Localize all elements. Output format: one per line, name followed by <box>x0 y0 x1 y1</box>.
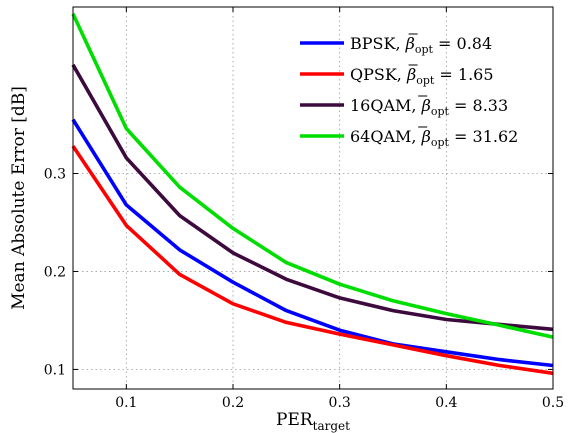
y-tick-label: 0.2 <box>44 264 66 280</box>
x-tick-label: 0.3 <box>329 395 351 411</box>
series-line-16qam <box>71 63 554 332</box>
x-tick-label: 0.4 <box>435 395 457 411</box>
legend-entry-bpsk: BPSK, βopt = 0.84 <box>350 34 492 56</box>
series-line-qpsk <box>71 145 554 376</box>
x-tick-label: 0.2 <box>222 395 244 411</box>
legend-entry-qpsk: QPSK, βopt = 1.65 <box>350 65 494 87</box>
y-axis-label: Mean Absolute Error [dB] <box>9 86 29 310</box>
x-tick-label: 0.1 <box>115 395 137 411</box>
series-layer <box>71 13 554 376</box>
x-axis-label: PERtarget <box>276 410 350 433</box>
y-tick-label: 0.3 <box>44 167 66 183</box>
y-tick-label: 0.1 <box>44 362 66 378</box>
x-tick-label: 0.5 <box>542 395 564 411</box>
tick-layer: 0.1 0.2 0.3 0.4 0.5 0.1 0.2 0.3 <box>44 7 564 411</box>
x-axis-label-subscript: target <box>313 419 350 433</box>
series-line-64qam <box>71 13 554 339</box>
plot-area-frame <box>72 6 554 390</box>
series-line-bpsk <box>71 118 554 368</box>
x-axis-label-main: PER <box>276 410 314 430</box>
legend-entry-64qam: 64QAM, βopt = 31.62 <box>350 127 518 149</box>
legend-entry-16qam: 16QAM, βopt = 8.33 <box>350 96 508 118</box>
legend: BPSK, βopt = 0.84 QPSK, βopt = 1.65 16QAM,… <box>300 33 518 149</box>
